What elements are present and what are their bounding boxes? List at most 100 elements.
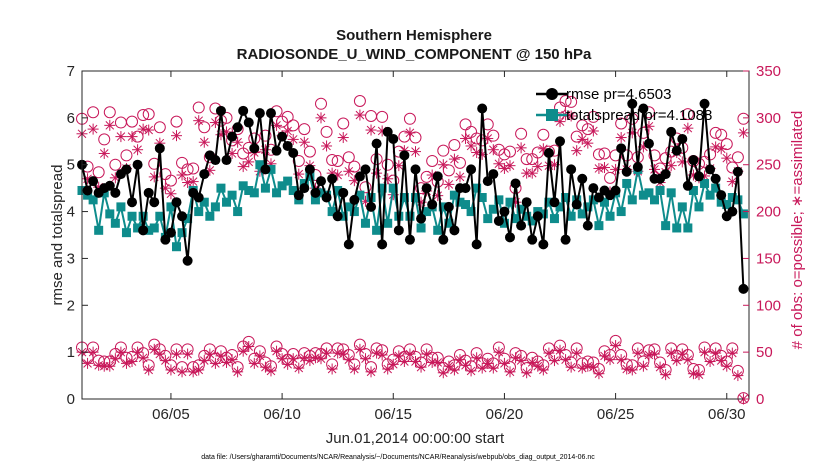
obs-possible-point	[103, 106, 116, 119]
obs-assimilated-point	[548, 355, 560, 367]
rmse-point	[343, 239, 354, 250]
obs-possible-point	[353, 94, 366, 107]
rmse-point	[338, 187, 349, 198]
obs-possible-point	[498, 148, 511, 161]
rmse-point	[660, 169, 671, 180]
obs-possible-point	[98, 133, 111, 146]
rmse-point	[421, 183, 432, 194]
totalspread-point	[727, 193, 737, 203]
y2-tick-label: 300	[756, 110, 781, 127]
x-axis-label: Jun.01,2014 00:00:00 start	[326, 430, 505, 447]
obs-possible-point	[131, 130, 144, 143]
rmse-point	[210, 155, 221, 166]
obs-possible-point	[709, 126, 722, 139]
rmse-point	[682, 180, 693, 191]
rmse-point	[299, 183, 310, 194]
obs-possible-point	[181, 163, 194, 176]
x-tick-label: 06/25	[597, 406, 635, 423]
obs-assimilated-point	[504, 160, 516, 172]
obs-possible-point	[637, 126, 650, 139]
obs-possible-point	[503, 145, 516, 158]
rmse-point	[577, 173, 588, 184]
obs-assimilated-point	[337, 132, 349, 144]
obs-assimilated-point	[382, 363, 394, 375]
rmse-point	[243, 117, 254, 128]
obs-assimilated-point	[726, 347, 738, 359]
rmse-point	[382, 126, 393, 137]
rmse-point	[193, 192, 204, 203]
legend-rmse-label: rmse pr=4.6503	[566, 86, 671, 103]
totalspread-point	[305, 171, 315, 181]
rmse-point	[282, 140, 293, 151]
obs-assimilated-point	[565, 110, 577, 122]
rmse-point	[327, 173, 338, 184]
rmse-point	[316, 176, 327, 187]
obs-assimilated-point	[560, 354, 572, 366]
y-tick-label: 2	[67, 297, 75, 314]
totalspread-point	[177, 228, 187, 238]
rmse-point	[321, 192, 332, 203]
obs-possible-point	[409, 131, 422, 144]
rmse-point	[310, 187, 321, 198]
totalspread-point	[155, 211, 165, 221]
obs-assimilated-point	[576, 133, 588, 145]
rmse-point	[277, 131, 288, 142]
totalspread-point	[272, 188, 282, 198]
rmse-point	[182, 255, 193, 266]
totalspread-point	[233, 207, 243, 217]
totalspread-point	[422, 207, 432, 217]
rmse-point	[538, 239, 549, 250]
obs-assimilated-point	[593, 162, 605, 174]
rmse-point	[582, 220, 593, 231]
totalspread-point	[210, 202, 220, 212]
totalspread-point	[494, 195, 504, 205]
totalspread-point	[472, 183, 482, 193]
totalspread-point	[416, 223, 426, 233]
obs-assimilated-point	[321, 140, 333, 152]
totalspread-point	[344, 202, 354, 212]
totalspread-point	[566, 211, 576, 221]
totalspread-point	[677, 202, 687, 212]
y-tick-label: 1	[67, 344, 75, 361]
obs-possible-point	[259, 129, 272, 142]
totalspread-point	[194, 207, 204, 217]
rmse-point	[671, 145, 682, 156]
obs-possible-point	[453, 156, 466, 169]
obs-assimilated-point	[87, 346, 99, 358]
rmse-point	[377, 239, 388, 250]
totalspread-point	[222, 197, 232, 207]
rmse-point	[521, 197, 532, 208]
obs-assimilated-point	[448, 364, 460, 376]
obs-assimilated-point	[170, 348, 182, 360]
totalspread-point	[244, 185, 254, 195]
obs-assimilated-point	[232, 366, 244, 378]
totalspread-point	[511, 214, 521, 224]
obs-assimilated-point	[176, 366, 188, 378]
rmse-point	[705, 164, 716, 175]
obs-assimilated-point	[126, 356, 138, 368]
obs-possible-point	[342, 151, 355, 164]
obs-assimilated-point	[237, 161, 249, 173]
rmse-point	[510, 178, 521, 189]
totalspread-point	[522, 211, 532, 221]
obs-assimilated-point	[254, 350, 266, 362]
rmse-point	[416, 213, 427, 224]
obs-possible-point	[120, 149, 133, 162]
rmse-point	[127, 197, 138, 208]
y2-axis-label: # of obs: o=possible; ∗=assimilated	[789, 111, 806, 350]
totalspread-point	[110, 218, 120, 228]
rmse-point	[555, 136, 566, 147]
totalspread-point	[705, 190, 715, 200]
totalspread-point	[688, 185, 698, 195]
rmse-point	[160, 234, 171, 245]
obs-assimilated-point	[682, 122, 694, 134]
rmse-point	[488, 169, 499, 180]
obs-possible-point	[381, 158, 394, 171]
obs-possible-point	[448, 139, 461, 152]
y-tick-label: 4	[67, 204, 75, 221]
rmse-point	[399, 150, 410, 161]
totalspread-point	[627, 195, 637, 205]
totalspread-point	[255, 160, 265, 170]
obs-assimilated-point	[610, 340, 622, 352]
